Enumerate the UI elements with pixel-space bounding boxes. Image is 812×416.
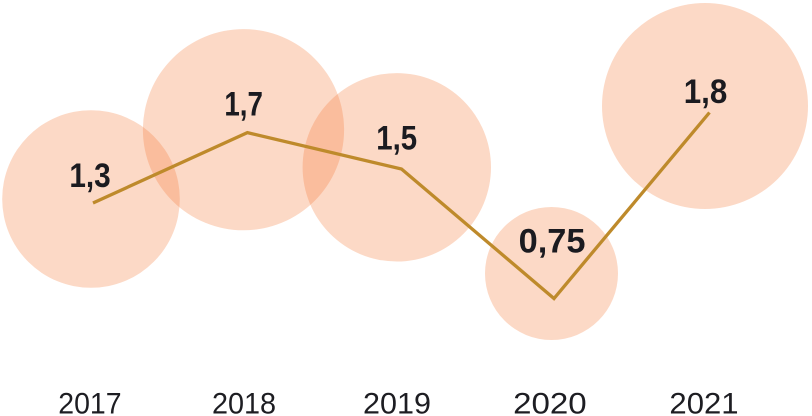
svg-text:2018: 2018 — [212, 388, 276, 416]
svg-text:1,3: 1,3 — [69, 156, 110, 194]
svg-text:1,7: 1,7 — [224, 85, 263, 123]
svg-text:0,75: 0,75 — [519, 223, 586, 261]
svg-text:1,5: 1,5 — [376, 118, 417, 157]
svg-text:2017: 2017 — [58, 388, 121, 416]
svg-text:2019: 2019 — [363, 388, 431, 416]
svg-text:1,8: 1,8 — [684, 72, 728, 110]
svg-text:2021: 2021 — [669, 388, 738, 416]
svg-text:2020: 2020 — [513, 387, 587, 416]
